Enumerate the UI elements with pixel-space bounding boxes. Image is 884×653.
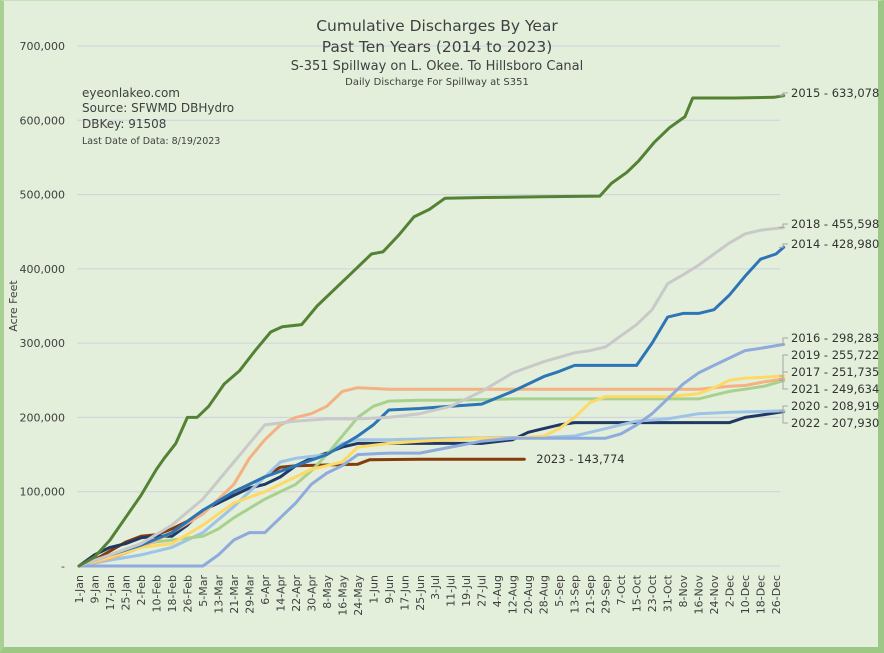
leader-line [779, 354, 788, 377]
x-tick-label: 7-Oct [615, 574, 628, 605]
x-tick-label: 13-Mar [212, 575, 225, 614]
x-tick-label: 1-Jun [367, 575, 380, 604]
x-tick-label: 15-Oct [631, 574, 644, 612]
y-tick-label: 300,000 [20, 337, 66, 350]
x-tick-label: 9-Jun [383, 575, 396, 604]
x-tick-label: 13-Sep [569, 575, 582, 614]
end-label-2023: 2023 - 143,774 [536, 452, 624, 466]
x-tick-label: 9-Jan [88, 575, 101, 604]
y-tick-label: 400,000 [20, 263, 66, 276]
x-tick-label: 25-Jan [119, 575, 132, 611]
x-tick-label: 16-May [336, 575, 349, 616]
x-tick-label: 22-Apr [290, 575, 303, 612]
chart-subtitle-location: S-351 Spillway on L. Okee. To Hillsboro … [291, 59, 583, 74]
series-lines [77, 94, 786, 568]
x-tick-label: 16-Nov [693, 575, 706, 615]
chart-subtitle-description: Daily Discharge For Spillway at S351 [345, 77, 529, 88]
leader-line [779, 223, 788, 229]
x-tick-label: 3-Jul [429, 575, 442, 600]
y-tick-label: 700,000 [20, 40, 66, 53]
end-label-2021: 2021 - 249,634 [791, 382, 879, 396]
x-tick-label: 23-Oct [646, 574, 659, 612]
x-tick-label: 26-Feb [181, 575, 194, 612]
leader-line [779, 405, 788, 412]
x-tick-label: 18-Dec [755, 575, 768, 614]
x-tick-label: 8-Nov [677, 575, 690, 608]
x-tick-label: 5-Mar [197, 575, 210, 607]
x-tick-label: 11-Jul [445, 575, 458, 607]
annotation-site: eyeonlakeo.com [82, 86, 180, 100]
end-label-2018: 2018 - 455,598 [791, 217, 879, 231]
series-line-2021 [77, 379, 786, 568]
x-axis-ticks: 1-Jan 9-Jan 17-Jan 25-Jan 2-Feb 10-Feb 18-Feb 2… [73, 574, 783, 615]
x-tick-label: 17-Jan [104, 575, 117, 611]
end-label-2015: 2015 - 633,078 [791, 86, 879, 100]
series-line-2016 [77, 342, 786, 568]
end-label-2014: 2014 - 428,980 [791, 237, 879, 251]
x-tick-label: 19-Jul [460, 575, 473, 607]
end-label-2019: 2019 - 255,722 [791, 348, 879, 362]
series-line-2020 [77, 409, 786, 568]
x-tick-label: 30-Apr [305, 575, 318, 612]
x-tick-label: 2-Dec [724, 575, 737, 607]
x-tick-label: 21-Sep [584, 575, 597, 614]
series-line-2015 [77, 94, 786, 568]
annotation-source: Source: SFWMD DBHydro [82, 101, 234, 115]
y-axis-ticks: - 100,000 200,000 300,000 400,000 500,000 600,… [20, 40, 66, 573]
y-tick-label: 100,000 [20, 486, 66, 499]
x-tick-label: 29-Sep [600, 575, 613, 614]
end-label-2020: 2020 - 208,919 [791, 399, 879, 413]
leader-line [779, 337, 788, 345]
x-tick-label: 24-Nov [708, 575, 721, 615]
leader-line [779, 380, 788, 390]
y-tick-label: - [61, 560, 65, 573]
leader-line [779, 243, 788, 248]
x-tick-label: 24-May [352, 575, 365, 616]
end-labels: 2015 - 633,078 2018 - 455,598 2014 - 428,9… [536, 86, 879, 466]
chart-subtitle: Past Ten Years (2014 to 2023) [322, 38, 553, 56]
x-tick-label: 26-Dec [770, 575, 783, 614]
x-tick-label: 10-Feb [150, 575, 163, 612]
annotation-last-date: Last Date of Data: 8/19/2023 [82, 136, 220, 147]
x-tick-label: 6-Apr [259, 575, 272, 605]
y-tick-label: 600,000 [20, 114, 66, 127]
x-tick-label: 17-Jun [398, 575, 411, 611]
series-line-2014 [77, 245, 786, 568]
x-tick-label: 4-Aug [491, 575, 504, 607]
x-tick-label: 14-Apr [274, 575, 287, 612]
x-tick-label: 20-Aug [522, 575, 535, 614]
leader-line [779, 411, 788, 424]
x-tick-label: 10-Dec [739, 575, 752, 614]
chart-title: Cumulative Discharges By Year [316, 17, 558, 35]
end-label-2016: 2016 - 298,283 [791, 331, 879, 345]
end-label-2017: 2017 - 251,735 [791, 365, 879, 379]
x-tick-label: 12-Aug [507, 575, 520, 614]
x-tick-label: 29-Mar [243, 575, 256, 614]
x-tick-label: 28-Aug [538, 575, 551, 614]
end-label-2022: 2022 - 207,930 [791, 416, 879, 430]
x-tick-label: 1-Jan [73, 575, 86, 604]
x-tick-label: 31-Oct [662, 574, 675, 612]
series-line-2019 [77, 374, 786, 568]
x-tick-label: 18-Feb [166, 575, 179, 612]
x-tick-label: 5-Sep [553, 575, 566, 607]
x-tick-label: 25-Jun [414, 575, 427, 611]
leader-line [779, 371, 788, 380]
x-tick-label: 27-Jul [476, 575, 489, 607]
x-tick-label: 21-Mar [228, 575, 241, 614]
y-tick-label: 200,000 [20, 411, 66, 424]
annotation-dbkey: DBKey: 91508 [82, 117, 166, 131]
y-tick-label: 500,000 [20, 189, 66, 202]
x-tick-label: 8-May [321, 575, 334, 609]
x-tick-label: 2-Feb [135, 575, 148, 605]
leader-line [779, 92, 788, 97]
series-line-2018 [77, 226, 786, 568]
y-axis-label: Acre Feet [7, 280, 20, 332]
